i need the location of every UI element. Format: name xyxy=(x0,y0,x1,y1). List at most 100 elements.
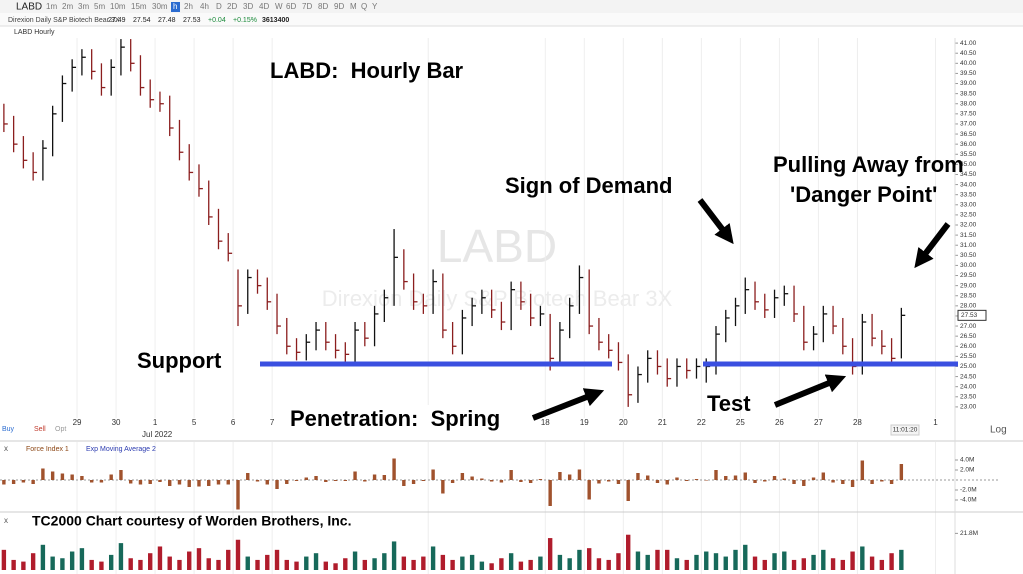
bar xyxy=(528,480,533,483)
timeframe-button[interactable]: 4h xyxy=(200,2,209,11)
timeframe-buttons: 1m 2m 3m 5m 10m 15m 30m h 2h 4h D 2D 3D 4D W 6D 7D 8D 9D M Q… xyxy=(46,2,378,12)
y-tick-label: 29.50 xyxy=(960,272,977,279)
y-tick-label: 23.00 xyxy=(960,404,977,411)
y-tick-label: 4.0M xyxy=(960,457,974,464)
timeframe-button[interactable]: 8D xyxy=(318,2,328,11)
timeframe-button[interactable]: 7D xyxy=(302,2,312,11)
y-tick-label: 32.50 xyxy=(960,212,977,219)
y-tick-label: 31.00 xyxy=(960,242,977,249)
bar xyxy=(489,563,494,570)
y-tick-label: 30.00 xyxy=(960,262,977,269)
bar xyxy=(138,480,143,485)
bar xyxy=(421,480,426,481)
active-timeframe xyxy=(171,2,180,12)
timeframe-button[interactable]: 2h xyxy=(184,2,193,11)
bar xyxy=(869,556,875,570)
timeframe-button[interactable]: 4D xyxy=(259,2,269,11)
buy-button[interactable]: Buy xyxy=(2,426,15,433)
bar xyxy=(655,480,660,483)
y-tick-label: 39.50 xyxy=(960,70,977,77)
bar xyxy=(675,477,679,480)
timeframe-button[interactable]: 9D xyxy=(334,2,344,11)
close-icon[interactable]: x xyxy=(4,516,8,525)
bar xyxy=(89,559,94,570)
bar xyxy=(343,558,348,570)
y-tick-label: 35.50 xyxy=(960,151,977,158)
opt-button[interactable]: Opt xyxy=(55,426,66,433)
bar xyxy=(791,559,797,570)
sell-button[interactable]: Sell xyxy=(34,426,46,433)
bar xyxy=(314,476,318,480)
y-tick-label: 40.00 xyxy=(960,60,977,67)
timeframe-button[interactable]: Y xyxy=(372,2,378,11)
quote-last: 27.53 xyxy=(183,17,201,24)
ticker[interactable]: LABD xyxy=(16,2,42,13)
timeframe-button[interactable]: 30m xyxy=(152,2,168,11)
timeframe-button[interactable]: M xyxy=(350,2,357,11)
bar xyxy=(167,556,172,570)
timeframe-button[interactable]: 1m xyxy=(46,2,57,11)
bar xyxy=(548,480,552,506)
chart-name[interactable]: LABD Hourly xyxy=(14,29,55,36)
annotation: 'Danger Point' xyxy=(790,182,937,207)
y-tick-label: 36.00 xyxy=(960,141,977,148)
bar xyxy=(694,554,699,570)
bar xyxy=(128,558,133,570)
y-tick-label: 24.50 xyxy=(960,373,977,380)
x-tick-label: 18 xyxy=(541,418,550,427)
bar xyxy=(596,558,602,570)
bar xyxy=(99,561,104,570)
bar xyxy=(743,472,747,480)
bar xyxy=(275,480,279,489)
y-tick-label: 31.50 xyxy=(960,232,977,239)
indicator-name[interactable]: Force Index 1 xyxy=(26,446,69,453)
bar xyxy=(558,472,562,480)
y-tick-label: 24.00 xyxy=(960,383,977,390)
timeframe-button[interactable]: 2m xyxy=(62,2,73,11)
bar xyxy=(148,480,152,484)
timeframe-button[interactable]: D xyxy=(216,2,222,11)
timeframe-button[interactable]: 2D xyxy=(227,2,237,11)
bar xyxy=(597,480,601,484)
timeframe-button[interactable]: 15m xyxy=(131,2,147,11)
bar xyxy=(743,544,748,570)
bar xyxy=(469,554,475,570)
bar xyxy=(196,548,202,570)
watermark: LABD xyxy=(437,220,557,272)
close-icon[interactable]: x xyxy=(4,444,8,453)
overlay-name[interactable]: Exp Moving Average 2 xyxy=(86,446,156,453)
timeframe-button[interactable]: h xyxy=(173,2,177,11)
annotation: Penetration: Spring xyxy=(290,406,500,431)
bar xyxy=(519,480,523,482)
timeframe-button[interactable]: 5m xyxy=(94,2,105,11)
timeframe-button[interactable]: 6D xyxy=(286,2,296,11)
bar xyxy=(392,458,396,480)
quote: 27.49 27.54 27.48 27.53 +0.04 +0.15% 3613400 xyxy=(108,17,289,24)
bar xyxy=(246,473,250,480)
log-button[interactable]: Log xyxy=(990,425,1007,436)
bar xyxy=(138,559,143,570)
x-tick-label: 30 xyxy=(112,418,121,427)
bar xyxy=(450,480,455,483)
bar xyxy=(362,559,368,570)
timeframe-button[interactable]: 10m xyxy=(110,2,126,11)
timeframe-button[interactable]: W xyxy=(275,2,283,11)
timeframe-button[interactable]: 3D xyxy=(243,2,253,11)
annotation: Support xyxy=(137,348,222,373)
bar xyxy=(333,563,338,570)
bar xyxy=(860,460,865,480)
bar xyxy=(187,480,191,487)
y-tick-label: 32.00 xyxy=(960,222,977,229)
timeframe-button[interactable]: Q xyxy=(361,2,367,11)
bar xyxy=(1,549,7,570)
timeframe-button[interactable]: 3m xyxy=(78,2,89,11)
bar xyxy=(21,480,26,483)
bar xyxy=(99,480,104,483)
bar xyxy=(753,480,757,483)
bar xyxy=(285,480,289,484)
bar xyxy=(752,556,758,570)
bar xyxy=(499,480,504,483)
x-tick-label: 22 xyxy=(697,418,706,427)
clock-box xyxy=(890,424,920,436)
y-tick-label: -2.0M xyxy=(960,487,977,494)
